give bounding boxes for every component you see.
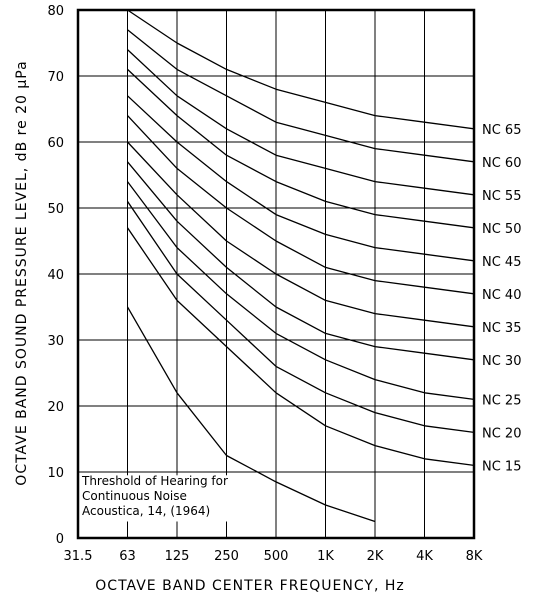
annotation-line: Continuous Noise — [82, 489, 187, 503]
x-tick-label: 1K — [317, 549, 334, 564]
x-tick-label: 2K — [367, 549, 384, 564]
annotation-background — [80, 475, 252, 522]
x-tick-label: 4K — [416, 549, 433, 564]
series-label: NC 45 — [482, 255, 521, 270]
series-label: NC 30 — [482, 354, 521, 369]
series-line — [126, 181, 475, 401]
x-tick-label: 8K — [466, 549, 483, 564]
tick-labels: 31.5 63 125 250 500 1K 2K 4K 8K 0 10 20 30 40 50 60 70 80 — [47, 4, 482, 564]
x-tick-label: 31.5 — [64, 549, 93, 564]
series-line — [126, 201, 475, 434]
x-axis-title: OCTAVE BAND CENTER FREQUENCY, Hz — [95, 578, 404, 594]
series-line — [127, 141, 475, 328]
series-label: NC 50 — [482, 222, 521, 237]
y-tick-label: 50 — [47, 202, 64, 217]
series-line — [126, 306, 376, 523]
y-tick-label: 60 — [47, 136, 64, 151]
series-line — [127, 9, 475, 130]
series-line — [126, 227, 475, 467]
y-tick-label: 30 — [47, 334, 64, 349]
series-label: NC 60 — [482, 156, 521, 171]
y-tick-label: 0 — [56, 532, 64, 547]
series-label: NC 35 — [482, 321, 521, 336]
grid-lines — [78, 10, 474, 538]
x-tick-label: 250 — [214, 549, 239, 564]
series-line — [127, 49, 475, 196]
y-tick-label: 80 — [47, 4, 64, 19]
plot-frame — [76, 8, 476, 540]
x-tick-label: 125 — [165, 549, 190, 564]
series-line — [127, 115, 475, 295]
series-label: NC 40 — [482, 288, 521, 303]
curve-labels: NC 65 NC 60 NC 55 NC 50 NC 45 NC 40 NC 35 NC 30… — [482, 123, 521, 475]
series-label: NC 55 — [482, 189, 521, 204]
y-tick-label: 20 — [47, 400, 64, 415]
series-label: NC 65 — [482, 123, 521, 138]
series-line — [127, 95, 475, 262]
plot-border — [76, 8, 476, 540]
y-tick-label: 70 — [47, 70, 64, 85]
x-tick-label: 63 — [119, 549, 136, 564]
series-line — [127, 29, 475, 163]
series-label: NC 20 — [482, 426, 521, 441]
curve-lines — [126, 9, 475, 523]
y-axis-title: OCTAVE BAND SOUND PRESSURE LEVEL, dB re … — [14, 60, 30, 485]
y-tick-label: 40 — [47, 268, 64, 283]
annotation-line: Threshold of Hearing for — [81, 474, 228, 488]
y-tick-label: 10 — [47, 466, 64, 481]
x-tick-label: 500 — [264, 549, 289, 564]
series-label: NC 25 — [482, 393, 521, 408]
series-line — [127, 68, 475, 229]
annotation-line: Acoustica, 14, (1964) — [82, 504, 210, 518]
series-label: NC 15 — [482, 459, 521, 474]
series-line — [127, 161, 475, 361]
